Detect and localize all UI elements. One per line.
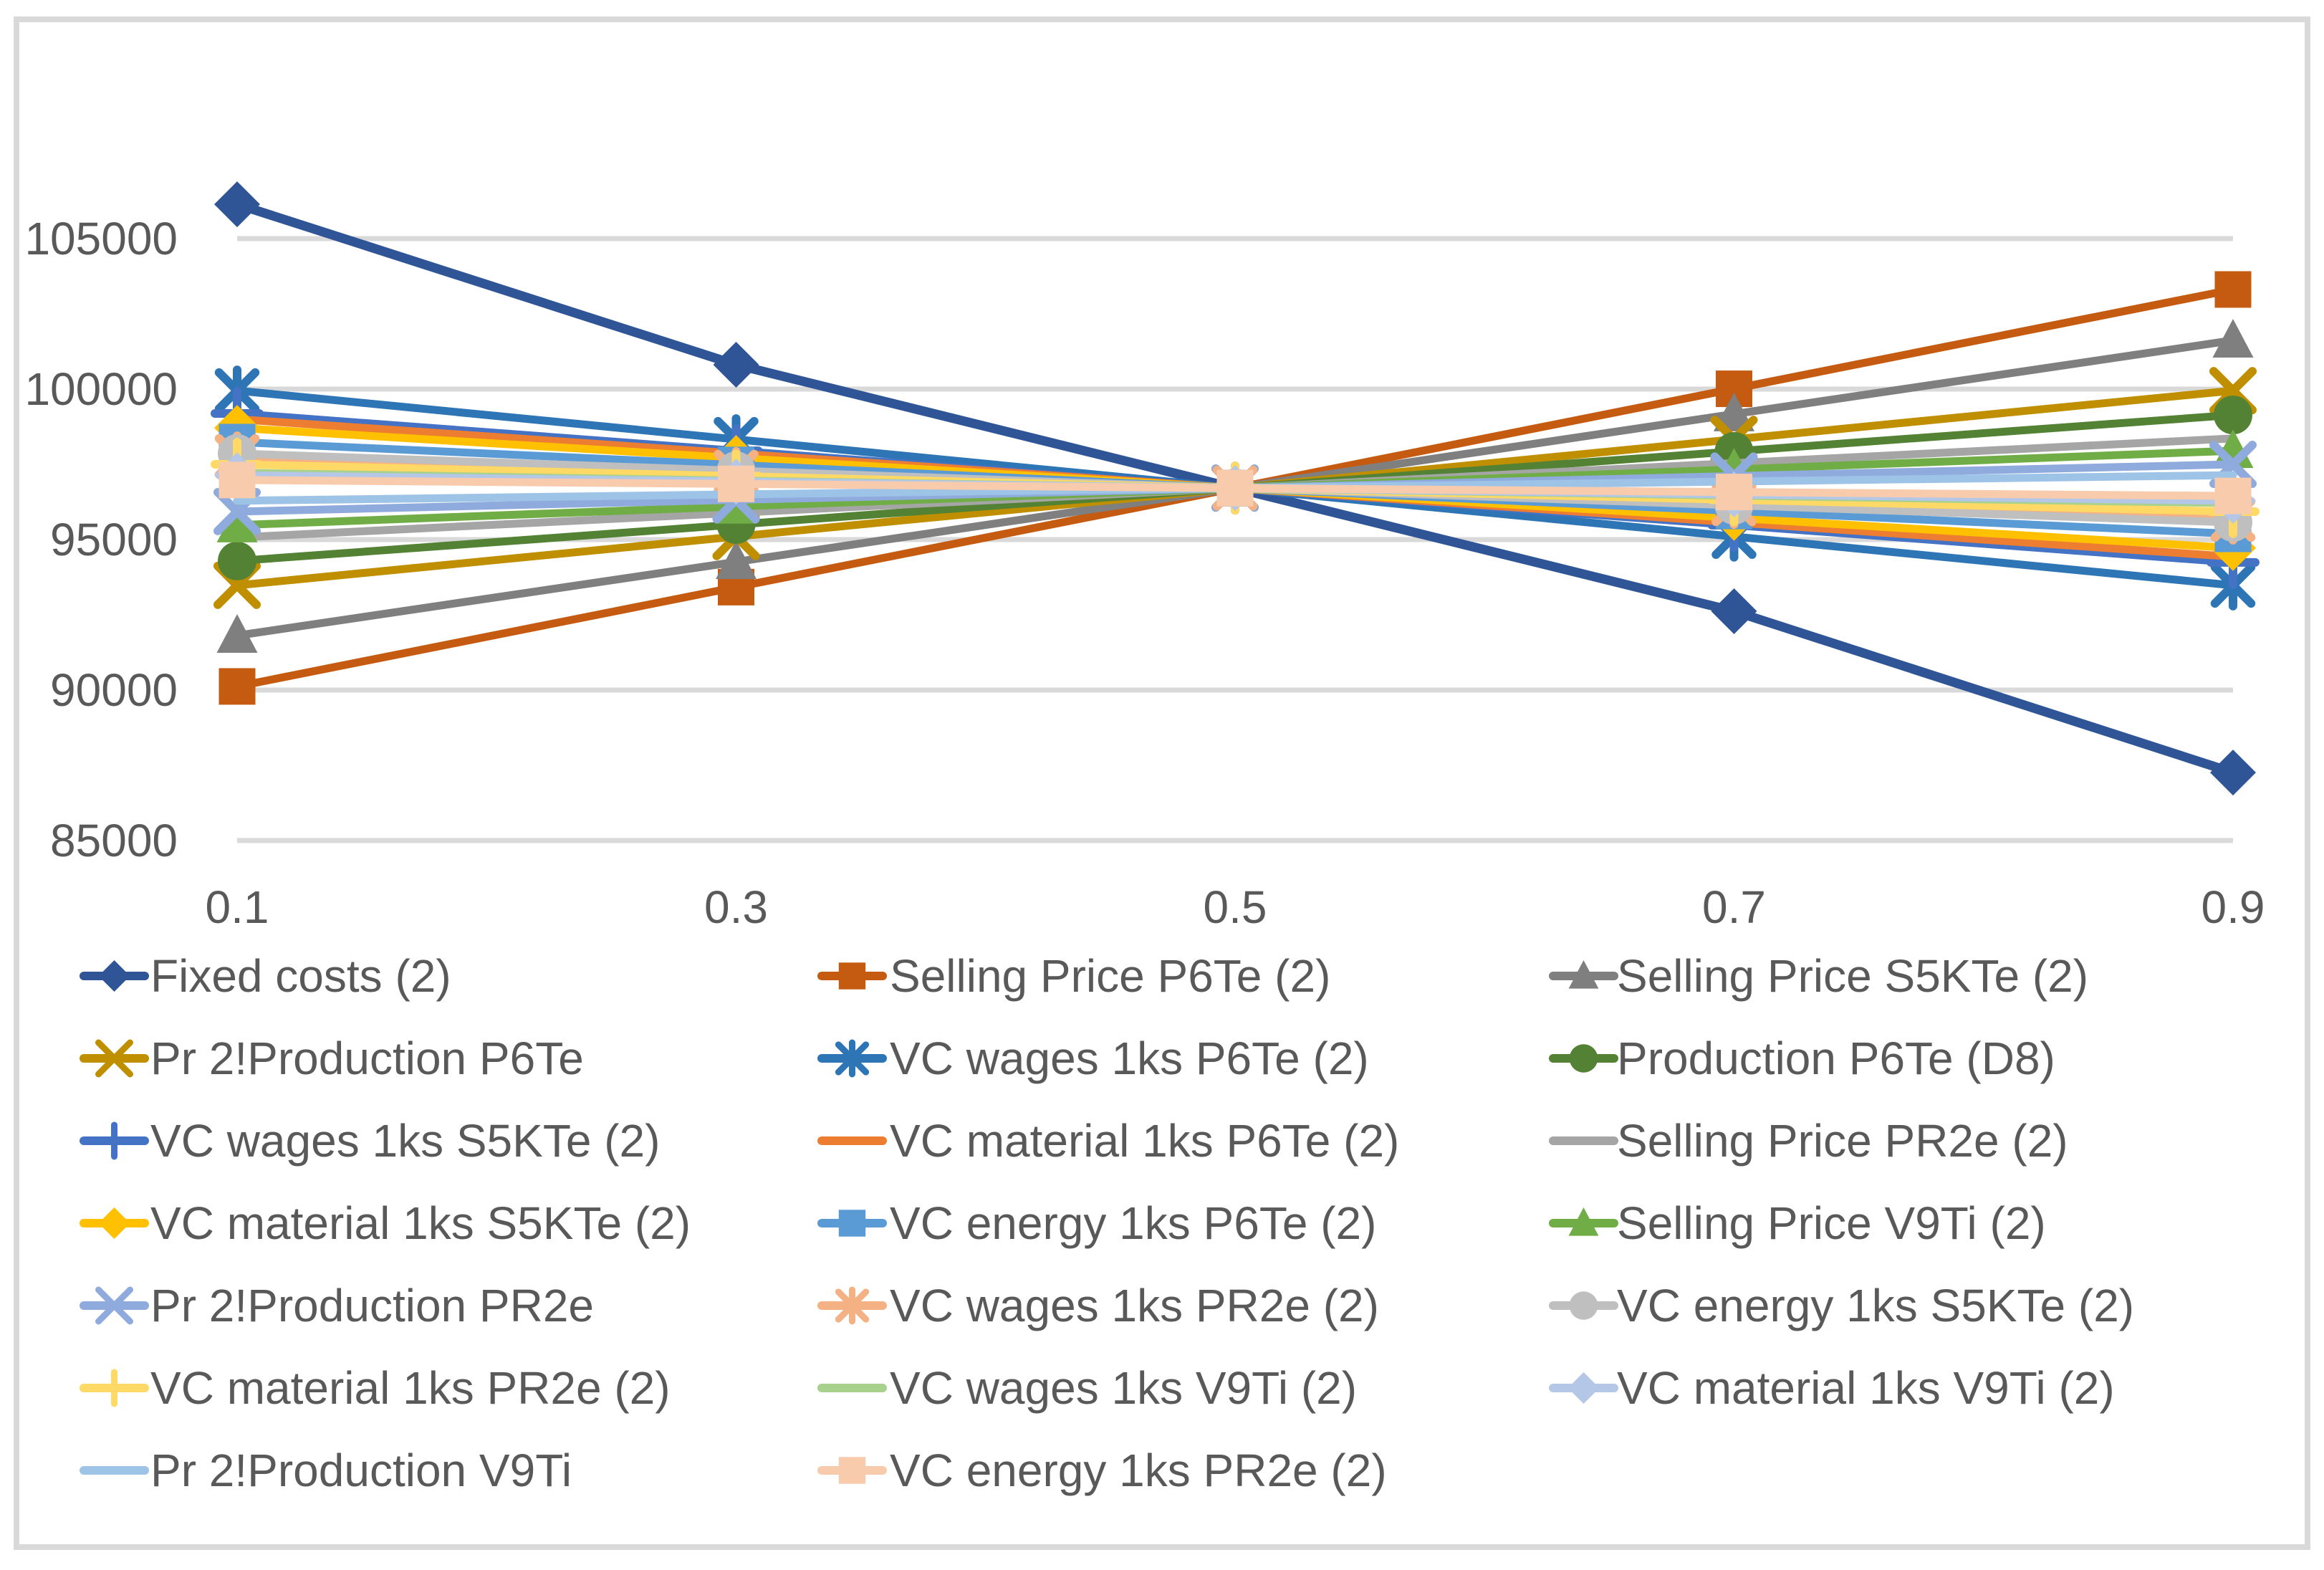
legend-marker-triangle bbox=[1568, 1207, 1599, 1236]
series-marker-diamond bbox=[2210, 750, 2256, 796]
legend-item: VC wages 1ks S5KTe (2) bbox=[80, 1115, 660, 1167]
legend-item: VC material 1ks PR2e (2) bbox=[80, 1362, 671, 1414]
y-axis-tick-label: 105000 bbox=[24, 213, 178, 264]
legend-item: VC energy 1ks S5KTe (2) bbox=[1549, 1280, 2134, 1331]
y-axis-tick-label: 100000 bbox=[24, 363, 178, 415]
chart-border bbox=[14, 16, 2310, 1550]
legend-item: VC wages 1ks PR2e (2) bbox=[817, 1280, 1379, 1331]
legend-label: VC energy 1ks S5KTe (2) bbox=[1617, 1280, 2134, 1331]
series-marker-circle bbox=[2214, 396, 2252, 435]
legend-marker-triangle bbox=[1568, 960, 1599, 989]
legend-item: Pr 2!Production P6Te bbox=[80, 1033, 584, 1084]
legend-marker-square bbox=[838, 962, 866, 990]
x-axis-tick-label: 0.7 bbox=[1702, 881, 1766, 933]
legend-item: VC wages 1ks V9Ti (2) bbox=[817, 1362, 1357, 1414]
series-marker-square bbox=[1716, 474, 1752, 511]
legend-label: Selling Price V9Ti (2) bbox=[1617, 1197, 2046, 1249]
legend-marker-diamond bbox=[98, 960, 130, 992]
x-axis-tick-label: 0.1 bbox=[206, 881, 269, 933]
legend-item: Fixed costs (2) bbox=[80, 950, 451, 1002]
legend-label: VC energy 1ks PR2e (2) bbox=[890, 1445, 1387, 1496]
legend-item: Selling Price V9Ti (2) bbox=[1549, 1197, 2046, 1249]
legend-item: Production P6Te (D8) bbox=[1549, 1033, 2055, 1084]
legend-marker-diamond bbox=[1567, 1372, 1600, 1404]
legend-label: VC material 1ks V9Ti (2) bbox=[1617, 1362, 2115, 1414]
series-marker-square bbox=[718, 465, 754, 502]
legend-marker-circle bbox=[1569, 1291, 1598, 1320]
legend-item: Pr 2!Production PR2e bbox=[80, 1280, 594, 1331]
legend-marker-asterisk bbox=[835, 1039, 870, 1078]
legend-marker-x bbox=[95, 1039, 133, 1078]
legend-label: VC wages 1ks PR2e (2) bbox=[890, 1280, 1379, 1331]
legend-item: Selling Price S5KTe (2) bbox=[1549, 950, 2088, 1002]
legend-marker-circle bbox=[1569, 1044, 1598, 1073]
legend-label: Selling Price PR2e (2) bbox=[1617, 1115, 2068, 1167]
x-axis-tick-label: 0.3 bbox=[704, 881, 768, 933]
y-axis-tick-label: 85000 bbox=[50, 815, 178, 866]
series-marker-triangle bbox=[1714, 392, 1754, 431]
legend-marker-diamond bbox=[98, 1207, 130, 1239]
legend-marker-plus bbox=[95, 1121, 133, 1160]
legend-label: Fixed costs (2) bbox=[150, 950, 451, 1002]
legend-label: VC material 1ks PR2e (2) bbox=[150, 1362, 671, 1414]
legend-label: Selling Price P6Te (2) bbox=[890, 950, 1330, 1002]
series-20 bbox=[219, 461, 2252, 514]
legend-item: VC energy 1ks P6Te (2) bbox=[817, 1197, 1376, 1249]
series-marker-diamond bbox=[1711, 588, 1757, 634]
legend-item: VC material 1ks P6Te (2) bbox=[817, 1115, 1399, 1167]
series-marker-triangle bbox=[216, 613, 258, 653]
legend-item: Selling Price PR2e (2) bbox=[1549, 1115, 2068, 1167]
y-axis-tick-label: 95000 bbox=[50, 514, 178, 565]
x-axis-tick-label: 0.9 bbox=[2201, 881, 2265, 933]
legend-label: VC wages 1ks P6Te (2) bbox=[890, 1033, 1369, 1084]
series-marker-diamond bbox=[214, 181, 260, 228]
series-marker-triangle bbox=[2212, 318, 2254, 358]
series-marker-square bbox=[219, 668, 256, 705]
legend-label: VC energy 1ks P6Te (2) bbox=[890, 1197, 1376, 1249]
legend-label: VC material 1ks P6Te (2) bbox=[890, 1115, 1399, 1167]
series-marker-triangle bbox=[716, 540, 757, 580]
legend-label: Production P6Te (D8) bbox=[1617, 1033, 2055, 1084]
legend-item: VC material 1ks V9Ti (2) bbox=[1549, 1362, 2115, 1414]
series-marker-square bbox=[219, 461, 256, 499]
legend-marker-square bbox=[838, 1457, 866, 1484]
legend-item: Selling Price P6Te (2) bbox=[817, 950, 1330, 1002]
series-marker-square bbox=[2214, 271, 2252, 308]
legend-label: Pr 2!Production PR2e bbox=[150, 1280, 594, 1331]
series-marker-diamond bbox=[713, 341, 759, 388]
legend-item: VC energy 1ks PR2e (2) bbox=[817, 1445, 1387, 1496]
series-marker-triangle bbox=[216, 503, 258, 542]
legend-item: VC wages 1ks P6Te (2) bbox=[817, 1033, 1369, 1084]
x-axis-tick-label: 0.5 bbox=[1204, 881, 1267, 933]
legend-marker-square bbox=[838, 1210, 866, 1237]
legend-item: Pr 2!Production V9Ti bbox=[80, 1445, 572, 1496]
legend-label: VC wages 1ks S5KTe (2) bbox=[150, 1115, 660, 1167]
legend-label: Pr 2!Production V9Ti bbox=[150, 1445, 572, 1496]
legend-label: Selling Price S5KTe (2) bbox=[1617, 950, 2088, 1002]
legend-label: VC material 1ks S5KTe (2) bbox=[150, 1197, 691, 1249]
legend-label: VC wages 1ks V9Ti (2) bbox=[890, 1362, 1357, 1414]
series-marker-circle bbox=[218, 541, 256, 580]
legend-marker-x bbox=[95, 1286, 133, 1325]
series-marker-square bbox=[1216, 469, 1254, 507]
legend-marker-plus bbox=[95, 1369, 133, 1407]
y-axis-tick-label: 90000 bbox=[50, 664, 178, 716]
legend-label: Pr 2!Production P6Te bbox=[150, 1033, 584, 1084]
legend-item: VC material 1ks S5KTe (2) bbox=[80, 1197, 691, 1249]
legend-marker-asterisk bbox=[835, 1286, 870, 1325]
series-marker-square bbox=[2214, 477, 2252, 514]
